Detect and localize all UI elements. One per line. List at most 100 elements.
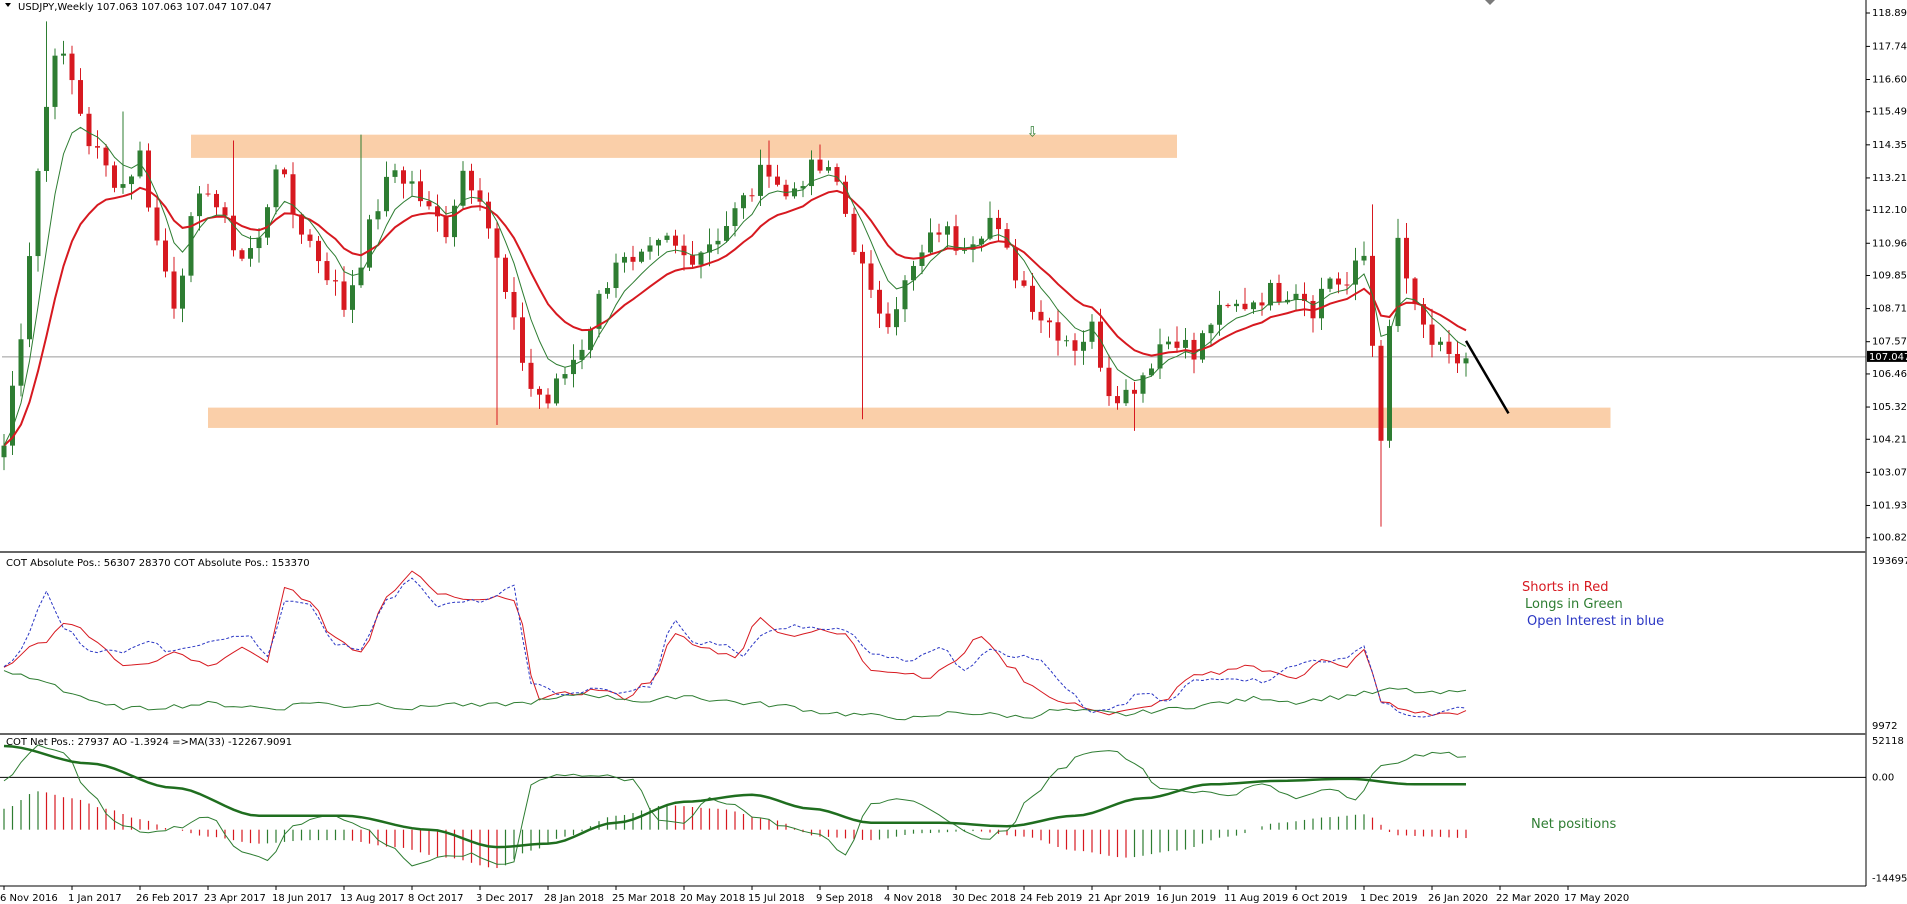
candle-bull <box>120 184 126 188</box>
candle-bull <box>562 374 568 379</box>
candle-bear <box>1021 280 1027 286</box>
candle-bear <box>1098 321 1103 368</box>
candle-bear <box>528 362 534 389</box>
candle-bear <box>996 217 1001 230</box>
cot-y-tick-label: 193697 <box>1872 556 1907 567</box>
candle-bear <box>860 251 865 264</box>
candle-bull <box>375 211 381 220</box>
y-tick-label: 101.930 <box>1872 500 1907 511</box>
x-tick-label: 26 Jan 2020 <box>1428 893 1488 904</box>
candle-bull <box>1353 260 1358 285</box>
candle-bear <box>1242 303 1248 310</box>
candle-bull <box>928 232 933 253</box>
x-tick-label: 18 Jun 2017 <box>272 893 332 904</box>
candle-bull <box>1064 340 1069 342</box>
candle-bear <box>1132 389 1137 394</box>
candle-bear <box>214 193 219 208</box>
candle-bull <box>265 207 270 238</box>
candle-bear <box>834 167 840 182</box>
candle-bull <box>1268 282 1273 306</box>
y-tick-label: 103.070 <box>1872 467 1907 478</box>
y-tick-label: 110.960 <box>1872 238 1907 249</box>
candle-bear <box>511 291 517 318</box>
candle-bear <box>851 213 857 252</box>
candle-bull <box>35 170 41 257</box>
candle-bear <box>426 201 432 207</box>
legend-net-positions: Net positions <box>1531 817 1616 832</box>
candle-bull <box>1200 333 1205 360</box>
x-tick-label: 24 Feb 2019 <box>1020 893 1082 904</box>
x-tick-label: 4 Nov 2018 <box>884 893 942 904</box>
candle-bull <box>596 293 602 329</box>
candle-bear <box>503 257 508 292</box>
y-tick-label: 118.890 <box>1872 8 1907 19</box>
candle-bull <box>197 193 202 217</box>
candle-bull <box>350 285 355 310</box>
zones <box>191 134 1611 428</box>
x-tick-label: 6 Nov 2016 <box>0 893 58 904</box>
candle-bull <box>605 288 610 294</box>
candle-bear <box>163 240 168 272</box>
candle-bull <box>10 385 15 446</box>
y-tick-label: 100.820 <box>1872 533 1907 544</box>
candle-bull <box>987 217 993 239</box>
candle-bull <box>902 280 908 310</box>
candle-bull <box>571 359 576 375</box>
candle-bull <box>792 188 797 197</box>
cot-y-tick-label: 9972 <box>1872 721 1897 732</box>
candle-bear <box>1370 255 1375 346</box>
candle-bull <box>639 251 644 262</box>
candle-bull <box>656 239 661 246</box>
candle-bull <box>384 176 389 212</box>
x-tick-label: 6 Oct 2019 <box>1292 893 1347 904</box>
candle-bull <box>919 252 925 266</box>
candle-bull <box>554 378 559 404</box>
y-tick-label: 104.210 <box>1872 434 1907 445</box>
candle-bull <box>1217 304 1222 325</box>
candle-bear <box>171 271 177 309</box>
y-tick-label: 106.460 <box>1872 369 1907 380</box>
candle-bear <box>690 255 695 265</box>
collapse-triangle-icon[interactable] <box>5 3 11 7</box>
x-tick-label: 28 Jan 2018 <box>544 893 604 904</box>
candle-bear <box>1429 324 1435 345</box>
x-tick-label: 22 Mar 2020 <box>1496 893 1559 904</box>
candle-bear <box>749 195 755 197</box>
candle-bear <box>766 164 772 177</box>
candle-bear <box>78 80 83 114</box>
candles <box>1 21 1469 527</box>
current-price-tag-text: 107.047 <box>1869 352 1907 363</box>
candle-bull <box>732 208 738 227</box>
scroll-marker-icon[interactable] <box>1485 0 1495 5</box>
cot-net-pane <box>0 744 1866 869</box>
candle-bear <box>154 207 160 241</box>
trend-arrow-line <box>1464 340 1510 415</box>
candle-bull <box>452 205 457 238</box>
candle-bear <box>673 235 678 246</box>
candle-bull <box>61 53 66 56</box>
candle-bear <box>1115 396 1120 404</box>
candle-bull <box>273 169 279 208</box>
candle-bear <box>324 261 330 281</box>
candle-bull <box>248 248 253 259</box>
candle-bear <box>953 226 959 251</box>
net-histogram <box>3 791 1467 869</box>
candle-bear <box>936 232 942 235</box>
candle-bull <box>724 226 729 241</box>
candle-bull <box>1 445 7 458</box>
candle-bear <box>494 228 500 258</box>
x-tick-label: 30 Dec 2018 <box>952 893 1016 904</box>
candle-bear <box>1421 304 1426 325</box>
candle-bear <box>333 280 338 282</box>
candle-bear <box>1030 285 1035 312</box>
candle-bull <box>588 328 593 350</box>
x-tick-label: 15 Jul 2018 <box>748 893 805 904</box>
candle-bear <box>341 281 347 310</box>
y-tick-label: 108.710 <box>1872 304 1907 315</box>
candle-bull <box>911 265 916 281</box>
candle-bear <box>316 240 321 262</box>
candle-bull <box>1183 339 1188 348</box>
candle-bull <box>1327 278 1333 289</box>
